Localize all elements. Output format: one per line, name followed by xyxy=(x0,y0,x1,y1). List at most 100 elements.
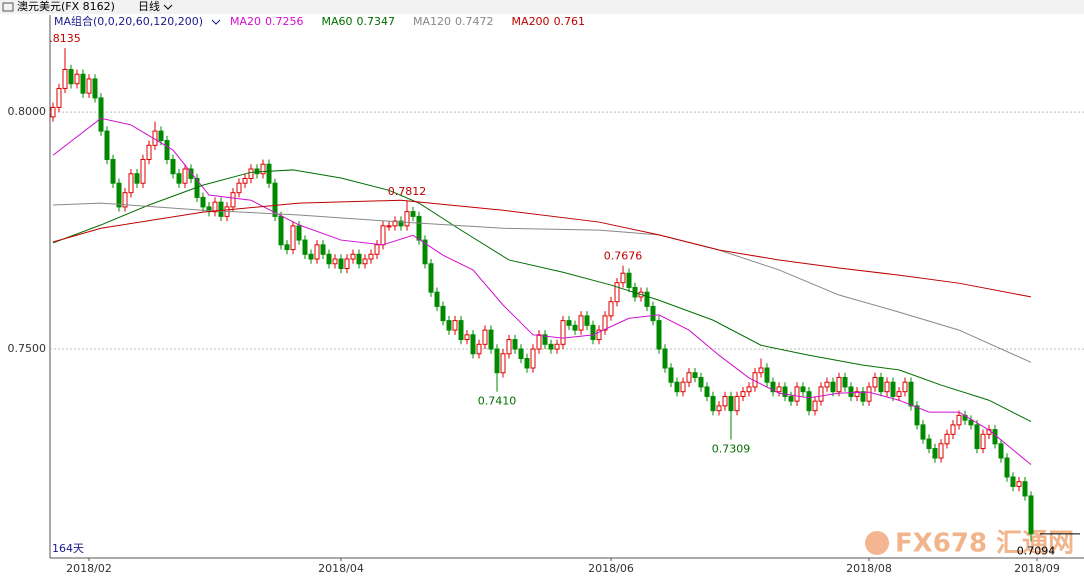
candle-body xyxy=(740,391,746,397)
candle-body xyxy=(404,211,410,227)
candle-body xyxy=(602,315,608,331)
candle-body xyxy=(830,381,836,393)
candle-body xyxy=(590,324,596,341)
candle-body xyxy=(650,305,656,322)
candle-body xyxy=(476,343,482,355)
x-tick-label: 2018/06 xyxy=(588,562,634,575)
candle-body xyxy=(290,225,296,251)
candle-body xyxy=(104,130,110,161)
candle-body xyxy=(806,391,812,412)
candle-body xyxy=(500,353,506,374)
x-tick-label: 2018/09 xyxy=(1014,562,1060,575)
x-tick-label: 2018/04 xyxy=(318,562,364,575)
candle-body xyxy=(464,334,470,341)
extreme-label: 0.7410 xyxy=(478,395,517,408)
candle-body xyxy=(440,305,446,322)
candle-body xyxy=(956,414,962,426)
candle-body xyxy=(356,253,362,265)
candle-body xyxy=(848,386,854,397)
candle-body xyxy=(722,395,728,407)
ma-arrow[interactable] xyxy=(211,19,221,25)
candle-body xyxy=(782,386,788,397)
candle-body xyxy=(968,419,974,426)
candle-body xyxy=(338,258,344,269)
candle-body xyxy=(704,386,710,397)
ma-group[interactable]: MA组合(0,0,20,60,120,200) xyxy=(54,14,203,28)
candle-body xyxy=(1022,481,1028,497)
legend-value: 0.7472 xyxy=(455,15,494,28)
candle-body xyxy=(644,291,650,307)
candle-body xyxy=(974,424,980,450)
candle-body xyxy=(668,367,674,383)
candle-body xyxy=(824,381,830,388)
candle-body xyxy=(242,177,248,184)
extreme-label: .8135 xyxy=(49,32,81,45)
candle-body xyxy=(506,339,512,355)
candle-body xyxy=(686,372,692,383)
candle-body xyxy=(884,381,890,393)
candle-body xyxy=(446,320,452,331)
candle-body xyxy=(1016,481,1022,487)
candle-body xyxy=(68,68,74,85)
candle-body xyxy=(272,182,278,217)
candle-body xyxy=(410,211,416,217)
header-bar xyxy=(0,0,1084,14)
ma-line xyxy=(52,169,1032,422)
candle-body xyxy=(212,201,218,213)
candle-body xyxy=(284,244,290,251)
candle-body xyxy=(74,73,80,85)
candle-body xyxy=(758,367,764,374)
candle-body xyxy=(428,263,434,293)
candle-body xyxy=(866,386,872,402)
candle-body xyxy=(296,225,302,241)
candle-body xyxy=(608,301,614,317)
candle-body xyxy=(254,168,260,175)
candle-body xyxy=(434,291,440,307)
candle-body xyxy=(692,372,698,378)
candle-body xyxy=(818,386,824,402)
candle-body xyxy=(1004,457,1010,478)
candle-body xyxy=(80,73,86,94)
candle-body xyxy=(566,320,572,326)
candle-body xyxy=(572,324,578,331)
candle-body xyxy=(662,348,668,369)
candle-body xyxy=(230,192,236,208)
candle-body xyxy=(494,348,500,374)
candle-body xyxy=(116,182,122,208)
candle-body xyxy=(374,244,380,255)
candle-body xyxy=(584,315,590,326)
candle-body xyxy=(746,386,752,393)
candle-body xyxy=(812,400,818,412)
candle-body xyxy=(128,173,134,194)
ma-line xyxy=(52,202,1032,363)
candle-body xyxy=(734,395,740,412)
candle-body xyxy=(536,334,542,350)
candle-body xyxy=(530,348,536,369)
candle-body xyxy=(452,320,458,331)
legend-name: MA20 xyxy=(230,15,261,28)
period-arrow[interactable] xyxy=(163,4,173,10)
candle-body xyxy=(98,97,104,132)
candle-body xyxy=(788,395,794,402)
x-tick-label: 2018/08 xyxy=(846,562,892,575)
candle-body xyxy=(140,159,146,184)
extreme-label: 0.7812 xyxy=(388,185,427,198)
candle-body xyxy=(266,163,272,184)
extreme-label: 0.7309 xyxy=(712,443,751,456)
candle-body xyxy=(878,376,884,393)
candle-body xyxy=(524,358,530,369)
candle-body xyxy=(350,253,356,260)
candle-body xyxy=(482,329,488,345)
candle-body xyxy=(512,339,518,350)
candle-body xyxy=(458,320,464,341)
candle-body xyxy=(938,443,944,459)
ma-line xyxy=(52,117,1032,466)
period[interactable]: 日线 xyxy=(138,0,160,13)
symbol-title: 澳元美元(FX 8162) xyxy=(17,0,115,13)
legend-name: MA120 xyxy=(413,15,451,28)
candle-body xyxy=(176,173,182,184)
candle-body xyxy=(548,343,554,350)
candle-body xyxy=(416,215,422,241)
